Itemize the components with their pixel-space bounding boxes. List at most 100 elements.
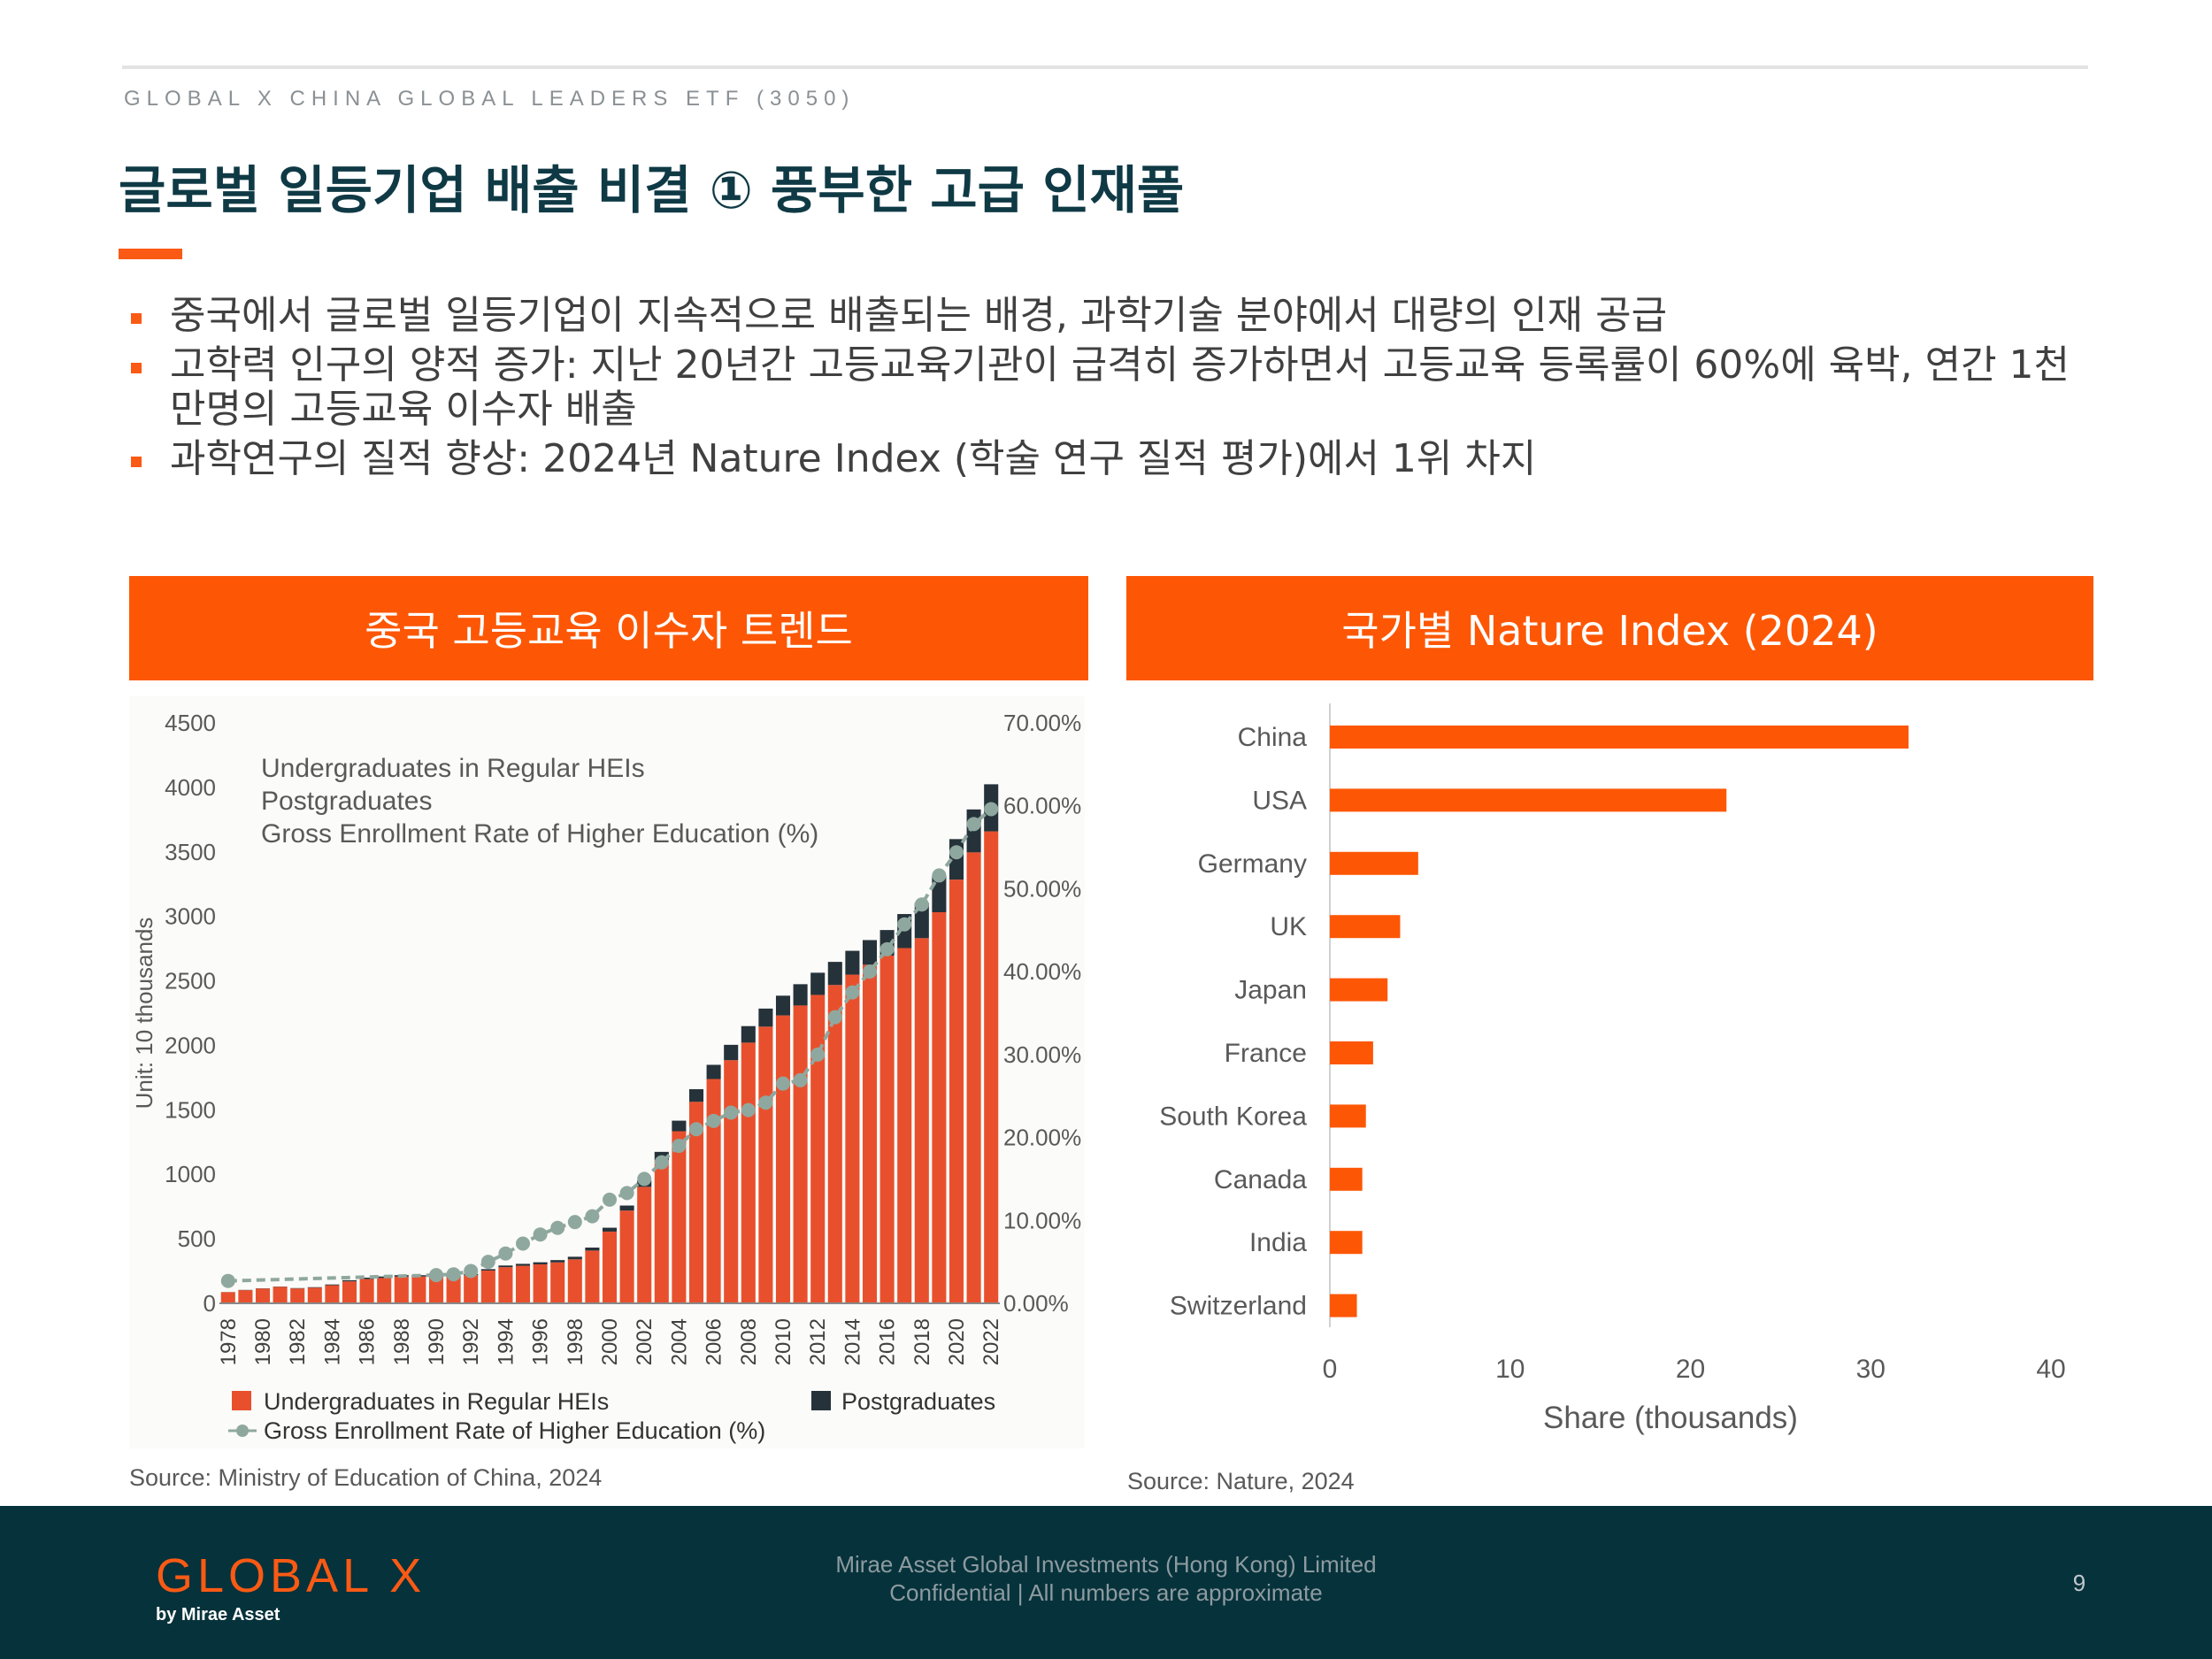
point-enrollment-rate bbox=[776, 1076, 790, 1091]
legend-marker-enrollment-rate bbox=[236, 1425, 249, 1437]
top-divider bbox=[122, 65, 2088, 69]
fund-name: GLOBAL X CHINA GLOBAL LEADERS ETF (3050) bbox=[124, 87, 856, 111]
point-enrollment-rate bbox=[845, 985, 860, 1000]
bar-undergraduates bbox=[394, 1276, 409, 1303]
footer-disclaimer: Mirae Asset Global Investments (Hong Kon… bbox=[752, 1550, 1460, 1607]
point-enrollment-rate bbox=[429, 1268, 443, 1283]
bar-undergraduates bbox=[255, 1288, 271, 1303]
x-tick-label: 2008 bbox=[737, 1318, 761, 1365]
bar-undergraduates bbox=[654, 1160, 669, 1303]
point-enrollment-rate bbox=[810, 1047, 826, 1062]
bar-undergraduates bbox=[515, 1265, 531, 1303]
point-enrollment-rate bbox=[516, 1236, 530, 1251]
bar-postgraduates bbox=[498, 1265, 513, 1268]
bar-undergraduates bbox=[949, 879, 964, 1303]
legend-label-top: Undergraduates in Regular HEIs bbox=[261, 754, 645, 783]
point-enrollment-rate bbox=[464, 1263, 479, 1279]
x-tick-label: 2010 bbox=[772, 1318, 795, 1365]
point-enrollment-rate bbox=[984, 802, 999, 817]
point-enrollment-rate bbox=[724, 1105, 739, 1120]
point-enrollment-rate bbox=[932, 868, 947, 883]
x-tick-label: 1980 bbox=[251, 1318, 275, 1365]
legend-label-postgraduates: Postgraduates bbox=[841, 1388, 995, 1415]
x-tick-label: 1994 bbox=[494, 1318, 518, 1365]
y2-tick-label: 40.00% bbox=[1003, 958, 1081, 985]
x-tick-label: 2022 bbox=[979, 1318, 1003, 1365]
bar-postgraduates bbox=[533, 1262, 548, 1264]
point-enrollment-rate bbox=[897, 917, 912, 932]
point-enrollment-rate bbox=[966, 817, 981, 832]
point-enrollment-rate bbox=[863, 964, 877, 979]
x-tick-label: 1986 bbox=[356, 1318, 380, 1365]
point-enrollment-rate bbox=[637, 1171, 652, 1187]
x-tick-label: 2004 bbox=[667, 1318, 691, 1365]
bar-undergraduates bbox=[724, 1060, 739, 1303]
bar-undergraduates bbox=[446, 1277, 461, 1303]
y-tick-label: 1500 bbox=[165, 1096, 216, 1123]
y2-tick-label: 20.00% bbox=[1003, 1125, 1081, 1151]
bar-postgraduates bbox=[480, 1269, 495, 1271]
y-axis-label: Unit: 10 thousands bbox=[131, 918, 157, 1110]
bar-undergraduates bbox=[845, 974, 860, 1303]
y2-tick-label: 30.00% bbox=[1003, 1041, 1081, 1068]
point-enrollment-rate bbox=[533, 1227, 548, 1242]
bullet-item: 과학연구의 질적 향상: 2024년 Nature Index (학술 연구 질… bbox=[129, 437, 2102, 481]
bar-undergraduates bbox=[325, 1285, 340, 1303]
y2-tick-label: 50.00% bbox=[1003, 875, 1081, 902]
bar-undergraduates bbox=[932, 912, 947, 1303]
bar-undergraduates bbox=[897, 948, 912, 1303]
bar-postgraduates bbox=[706, 1064, 721, 1079]
bar-undergraduates bbox=[758, 1026, 773, 1303]
bar-undergraduates bbox=[567, 1259, 582, 1303]
bar-undergraduates bbox=[775, 1015, 791, 1303]
bar-postgraduates bbox=[724, 1044, 739, 1061]
bar-postgraduates bbox=[688, 1089, 704, 1102]
point-enrollment-rate bbox=[498, 1246, 513, 1261]
bar-undergraduates bbox=[619, 1210, 634, 1303]
y-tick-label: 3000 bbox=[165, 903, 216, 930]
bar-postgraduates bbox=[810, 972, 826, 995]
point-enrollment-rate bbox=[603, 1192, 617, 1207]
bar-undergraduates bbox=[984, 831, 999, 1303]
point-enrollment-rate bbox=[879, 941, 895, 956]
x-tick-label: 1984 bbox=[320, 1318, 344, 1365]
y-tick-label: 500 bbox=[178, 1225, 216, 1252]
y2-tick-label: 10.00% bbox=[1003, 1207, 1081, 1233]
y-tick-label: 4000 bbox=[165, 774, 216, 801]
y2-tick-label: 60.00% bbox=[1003, 793, 1081, 819]
point-enrollment-rate bbox=[550, 1220, 565, 1235]
page-number: 9 bbox=[2072, 1570, 2086, 1596]
footer-company: Mirae Asset Global Investments (Hong Kon… bbox=[835, 1551, 1377, 1578]
bar-undergraduates bbox=[602, 1231, 618, 1303]
bar-postgraduates bbox=[793, 984, 808, 1006]
bar-undergraduates bbox=[428, 1276, 444, 1303]
bar-undergraduates bbox=[307, 1287, 322, 1303]
bar-undergraduates bbox=[411, 1276, 426, 1303]
bar-undergraduates bbox=[464, 1275, 479, 1303]
legend-label-top: Postgraduates bbox=[261, 787, 432, 816]
left-panel-heading: 중국 고등교육 이수자 트렌드 bbox=[129, 576, 1088, 680]
bar-undergraduates bbox=[498, 1267, 513, 1303]
y-tick-label: 2500 bbox=[165, 968, 216, 995]
x-tick-label: 2014 bbox=[841, 1318, 864, 1365]
legend-label-top: Gross Enrollment Rate of Higher Educatio… bbox=[261, 819, 818, 849]
y2-tick-label: 70.00% bbox=[1003, 710, 1081, 736]
bar-undergraduates bbox=[273, 1286, 288, 1303]
point-enrollment-rate bbox=[619, 1186, 634, 1201]
point-enrollment-rate bbox=[567, 1215, 582, 1230]
title-accent-bar bbox=[119, 249, 182, 259]
bar-undergraduates bbox=[914, 938, 929, 1303]
bar-postgraduates bbox=[359, 1277, 374, 1279]
bar-postgraduates bbox=[342, 1279, 357, 1282]
logo-subtitle: by Mirae Asset bbox=[156, 1605, 280, 1624]
bar-undergraduates bbox=[585, 1250, 600, 1303]
legend-label-undergraduates: Undergraduates in Regular HEIs bbox=[264, 1388, 609, 1415]
bar-postgraduates bbox=[567, 1256, 582, 1260]
education-trend-chart: 0 500 1000 1500 2000 2500 3000 3500 4000 4500 0.00… bbox=[131, 710, 1081, 1444]
point-enrollment-rate bbox=[446, 1267, 461, 1282]
y-tick-label: 1000 bbox=[165, 1161, 216, 1187]
y-tick-label: 2000 bbox=[165, 1032, 216, 1058]
x-tick-label: 2006 bbox=[703, 1318, 726, 1365]
bullet-list: 중국에서 글로벌 일등기업이 지속적으로 배출되는 배경, 과학기술 분야에서 … bbox=[129, 294, 2102, 487]
x-tick-label: 2016 bbox=[876, 1318, 900, 1365]
